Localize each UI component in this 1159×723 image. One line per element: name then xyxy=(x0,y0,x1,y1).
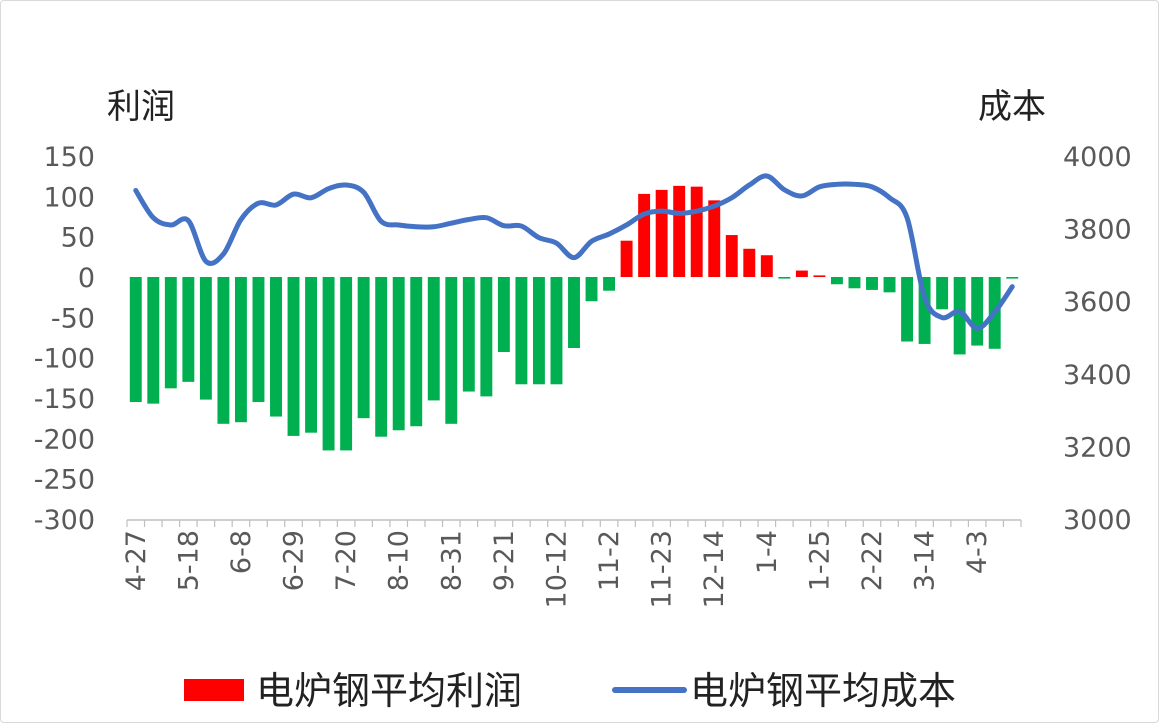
bar-series xyxy=(129,185,1019,451)
bar xyxy=(725,235,738,277)
bar xyxy=(217,277,230,424)
bar xyxy=(357,277,370,419)
bar xyxy=(743,248,756,277)
x-tick-label: 8-31 xyxy=(436,530,467,591)
left-tick-label: -300 xyxy=(34,505,95,536)
bar xyxy=(848,277,861,289)
bar xyxy=(305,277,318,433)
right-axis-label: 成本 xyxy=(978,87,1046,127)
bar xyxy=(813,275,826,277)
bar xyxy=(375,277,388,437)
bar xyxy=(760,255,773,277)
bar xyxy=(936,277,949,310)
bar xyxy=(147,277,160,404)
bar xyxy=(795,270,808,277)
bar xyxy=(708,200,721,277)
left-tick-label: -50 xyxy=(51,303,95,334)
x-tick-label: 11-2 xyxy=(594,530,625,591)
cost-line xyxy=(133,173,1015,331)
right-tick-label: 3400 xyxy=(1063,360,1132,391)
bar xyxy=(690,186,703,277)
left-tick-label: 150 xyxy=(43,142,95,173)
bar xyxy=(673,185,686,277)
x-tick-label: 1-25 xyxy=(804,530,835,591)
legend-line-label: 电炉钢平均成本 xyxy=(690,669,956,713)
right-tick-label: 3600 xyxy=(1063,287,1132,318)
bar xyxy=(322,277,335,451)
legend-bar-label: 电炉钢平均利润 xyxy=(256,669,522,713)
bar xyxy=(129,277,142,403)
x-tick-label: 1-4 xyxy=(752,530,783,574)
left-tick-label: -150 xyxy=(34,384,95,415)
left-tick-label: 50 xyxy=(61,223,95,254)
left-axis-label: 利润 xyxy=(107,87,175,127)
right-tick-label: 4000 xyxy=(1063,142,1132,173)
bar xyxy=(918,277,931,344)
right-tick-label: 3000 xyxy=(1063,505,1132,536)
bar xyxy=(497,277,510,353)
bar xyxy=(252,277,265,403)
x-tick-label: 6-8 xyxy=(226,530,257,574)
bar xyxy=(638,193,651,277)
bar xyxy=(182,277,195,382)
x-tick-label: 4-27 xyxy=(121,530,152,591)
right-tick-label: 3800 xyxy=(1063,215,1132,246)
x-tick-label: 10-12 xyxy=(541,530,572,608)
bar xyxy=(392,277,405,431)
bar xyxy=(532,277,545,385)
line-series xyxy=(133,173,1015,331)
bar xyxy=(1006,277,1019,279)
bar xyxy=(234,277,247,423)
left-tick-label: -200 xyxy=(34,424,95,455)
bar xyxy=(953,277,966,355)
bar xyxy=(550,277,563,385)
x-tick-label: 12-14 xyxy=(699,530,730,608)
legend: 电炉钢平均利润 电炉钢平均成本 xyxy=(184,669,956,713)
bar xyxy=(883,277,896,293)
x-tick-label: 9-21 xyxy=(489,530,520,591)
bar xyxy=(445,277,458,424)
bar xyxy=(340,277,353,451)
bar xyxy=(778,277,791,279)
bar xyxy=(866,277,878,290)
bar xyxy=(480,277,493,397)
x-tick-label: 5-18 xyxy=(173,530,204,591)
bar xyxy=(603,277,616,291)
bar xyxy=(270,277,282,417)
bar xyxy=(164,277,177,389)
bar xyxy=(427,277,440,401)
right-tick-label: 3200 xyxy=(1063,432,1132,463)
bar xyxy=(585,277,598,302)
x-tick-label: 8-10 xyxy=(384,530,415,591)
bar xyxy=(287,277,300,436)
bar xyxy=(901,277,914,342)
bar xyxy=(410,277,423,427)
x-tick-label: 11-23 xyxy=(647,530,678,608)
left-tick-label: 100 xyxy=(43,182,95,213)
bar xyxy=(199,277,212,400)
x-tick-label: 4-3 xyxy=(962,530,993,574)
bar xyxy=(620,240,633,277)
x-tick-label: 2-22 xyxy=(857,530,888,591)
left-tick-label: -100 xyxy=(34,344,95,375)
bar xyxy=(568,277,580,348)
legend-bar-swatch xyxy=(184,679,244,701)
x-tick-label: 6-29 xyxy=(279,530,310,591)
left-tick-label: -250 xyxy=(34,465,95,496)
bar xyxy=(830,277,843,285)
bar xyxy=(515,277,528,385)
left-tick-label: 0 xyxy=(78,263,95,294)
bar xyxy=(971,277,984,346)
x-tick-label: 3-14 xyxy=(910,530,941,591)
bar xyxy=(655,189,668,277)
x-tick-label: 7-20 xyxy=(331,530,362,591)
bar xyxy=(462,277,475,392)
